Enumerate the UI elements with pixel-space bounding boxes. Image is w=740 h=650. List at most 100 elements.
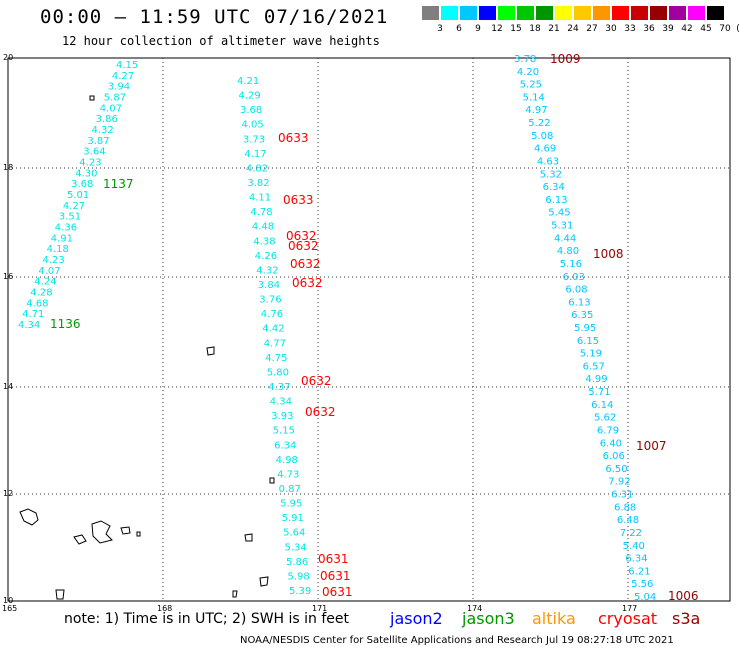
island-outline [244,533,253,542]
islands [19,95,275,600]
axis-tick-labels: 165 168 171 174 177 20 18 16 14 12 10 [2,53,637,613]
island-outline [73,534,87,545]
wave-height-value: 4.98 [276,455,298,466]
lat-tick-label: 10 [3,596,13,605]
wave-height-value: 4.17 [244,149,266,160]
legend-label: 15 [510,24,522,34]
wave-height-value: 3.68 [71,179,93,190]
legend-swatch [479,6,496,20]
legend-label: 21 [548,24,560,34]
legend-swatch [422,6,439,20]
legend-label: 27 [586,24,598,34]
satellite-name: cryosat [598,609,658,628]
legend-label: 70 [719,24,731,34]
wave-height-value: 5.87 [104,93,126,104]
wave-height-value: 4.69 [534,144,556,155]
pass-time-label: 0632 [286,229,317,243]
wave-height-value: 5.95 [280,499,302,510]
wave-height-value: 4.07 [38,266,60,277]
wave-height-value: 5.45 [548,208,570,219]
wave-height-value: 3.84 [258,280,280,291]
wave-height-value: 4.23 [79,158,101,169]
wave-height-value: 4.27 [63,201,85,212]
wave-height-value: 6.34 [543,182,565,193]
wave-height-value: 4.30 [75,168,97,179]
legend-swatch [593,6,610,20]
legend-label: 9 [475,24,481,34]
wave-height-value: 5.98 [288,571,310,582]
wave-height-value: 5.56 [631,579,653,590]
wave-height-value: 5.16 [560,259,582,270]
legend-swatch [650,6,667,20]
lat-tick-label: 16 [3,272,13,281]
legend-label: 33 [624,24,636,34]
wave-height-value: 4.24 [34,277,56,288]
pass-time-label: 0633 [278,131,309,145]
map-subtitle: 12 hour collection of altimeter wave hei… [62,34,380,48]
satellite-name: jason3 [462,609,515,628]
lat-lon-grid [8,58,730,601]
pass-time-label: 1007 [636,439,667,453]
wave-height-value: 3.87 [87,136,109,147]
wave-height-value: 6.50 [605,464,627,475]
lon-tick-label: 165 [2,604,17,613]
wave-height-value: 6.31 [611,490,633,501]
satellite-name: s3a [672,609,701,628]
wave-height-value: 4.71 [22,309,44,320]
legend-label: 12 [491,24,503,34]
island-outline [89,95,95,101]
wave-height-value: 4.26 [255,251,277,262]
pass-time-label: 0632 [290,257,321,271]
wave-height-value: 4.18 [47,244,69,255]
wave-height-value: 4.11 [249,193,271,204]
satellite-name: jason2 [390,609,443,628]
wave-height-value: 4.28 [30,288,52,299]
wave-height-value: 4.07 [100,103,122,114]
wave-height-value: 5.40 [623,541,645,552]
wave-height-value: 4.34 [270,397,292,408]
wave-height-value: 6.88 [614,502,636,513]
legend-swatch [441,6,458,20]
wave-height-value: 4.68 [26,298,48,309]
legend-label: 24 [567,24,579,34]
island-outline [206,346,215,356]
lat-tick-label: 14 [3,382,13,391]
wave-height-value: 5.22 [528,118,550,129]
wave-height-value: 4.38 [253,236,275,247]
wave-height-value: 3.93 [271,411,293,422]
wave-height-value: 6.35 [571,310,593,321]
wave-height-value: 4.32 [256,265,278,276]
wave-height-value: 4.76 [261,309,283,320]
wave-height-value: 5.34 [285,542,307,553]
pass-time-labels: 1009063311370633063206321008063206321136… [50,52,699,603]
pass-time-label: 0632 [305,405,336,419]
wave-height-value: 5.32 [540,169,562,180]
wave-height-value: 7.92 [608,477,630,488]
wave-height-value: 5.08 [531,131,553,142]
wave-height-value: 4.75 [265,353,287,364]
wave-height-value: 5.15 [273,426,295,437]
wave-height-value: 6.34 [625,554,647,565]
wave-height-value: 4.37 [268,382,290,393]
island-outline [19,508,39,526]
wave-height-value: 5.71 [588,387,610,398]
pass-time-label: 0631 [318,552,349,566]
wave-height-value: 0.87 [279,484,301,495]
wave-height-value: 4.34 [18,320,40,331]
wave-height-value: 6.48 [617,515,639,526]
island-outline [120,526,131,535]
wave-height-value: 4.91 [51,233,73,244]
wave-height-value: 3.64 [83,147,105,158]
legend-unit: (ft) [736,24,740,34]
wave-height-value: 4.42 [262,324,284,335]
wave-height-value: 6.13 [568,297,590,308]
legend-label: 42 [681,24,693,34]
wave-height-value: 4.73 [277,469,299,480]
pass-time-label: 0632 [292,276,323,290]
wave-height-value: 3.76 [259,295,281,306]
legend-swatch [517,6,534,20]
wave-height-value: 6.40 [600,438,622,449]
legend-swatch [612,6,629,20]
wave-height-value: 3.86 [96,114,118,125]
pass-time-label: 0631 [320,569,351,583]
